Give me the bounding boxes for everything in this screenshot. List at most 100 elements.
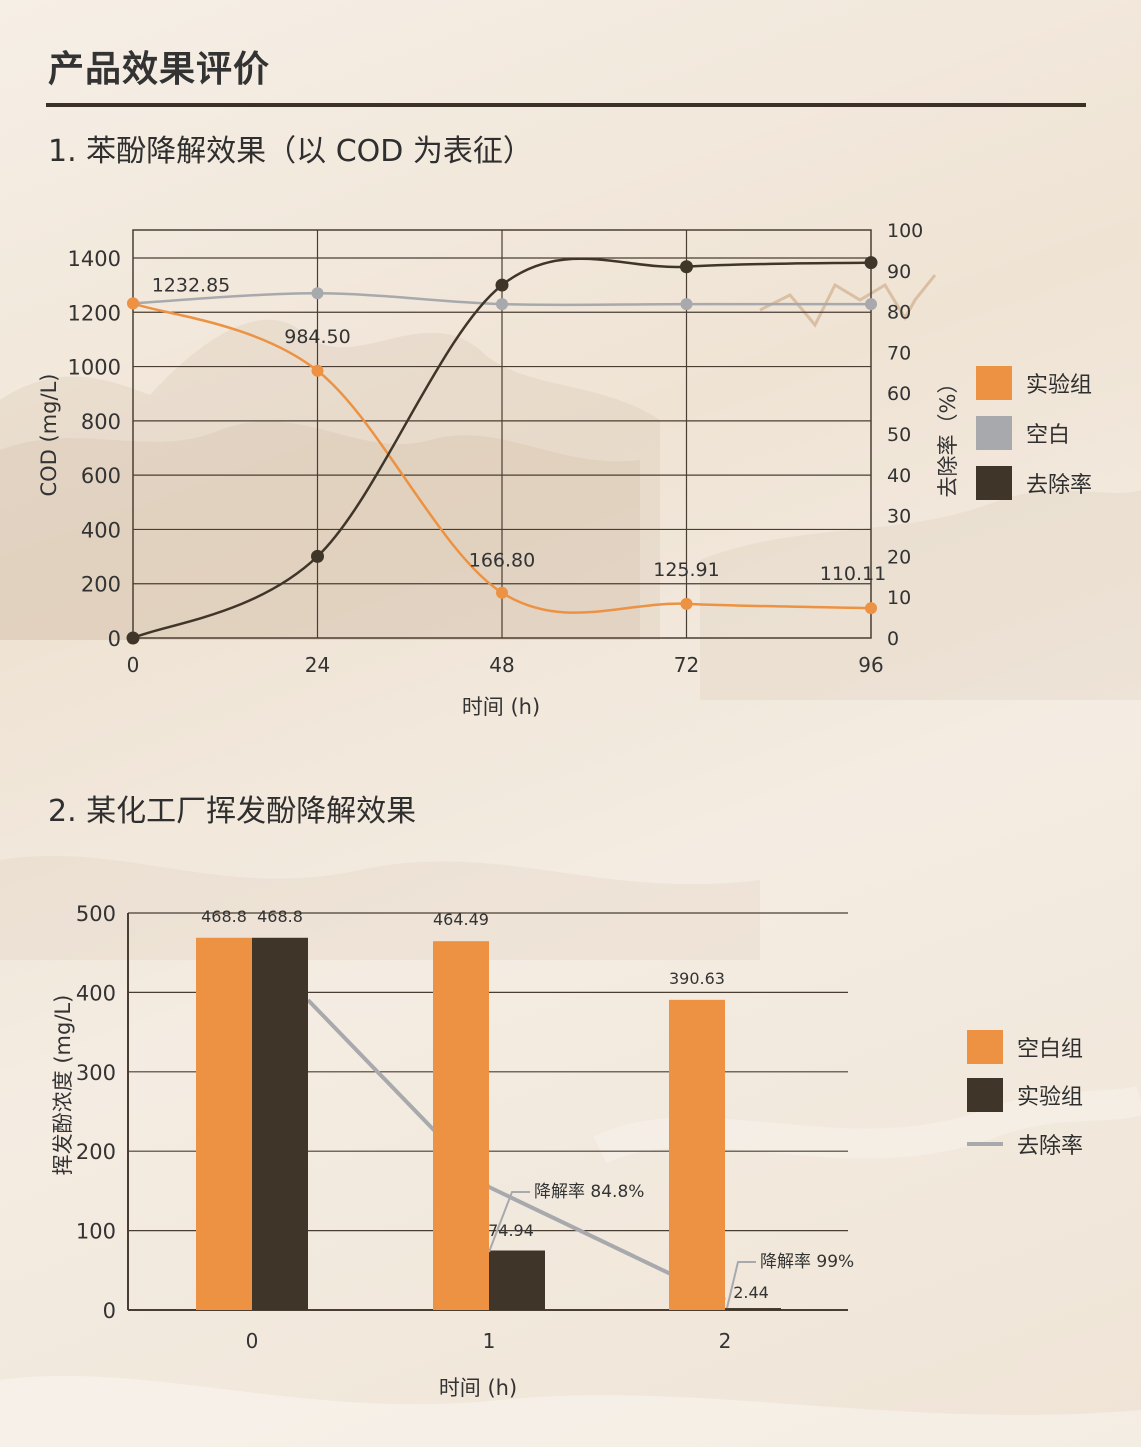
chart1-series-point-1 (311, 287, 324, 300)
chart1-y2-tick-label: 80 (887, 302, 911, 324)
chart1-series-line-2 (132, 257, 872, 640)
chart1-data-label: 166.80 (469, 550, 535, 572)
chart2-legend-item: 空白组 (967, 1030, 1083, 1064)
chart2-y-tick-label: 0 (103, 1299, 116, 1323)
chart2-legend-line (967, 1142, 1003, 1146)
chart2-bar-blank (196, 937, 252, 1310)
chart2-legend-label: 去除率 (1017, 1134, 1084, 1159)
chart2-legend-swatch-orange (967, 1030, 1003, 1064)
chart2-legend: 空白组 实验组 去除率 (967, 1030, 1127, 1160)
page-title: 产品效果评价 (48, 49, 271, 90)
chart2-legend-item: 去除率 (967, 1127, 1083, 1161)
chart2-bar-blank (669, 999, 725, 1310)
chart2-legend-label: 空白组 (1017, 1037, 1084, 1062)
chart1-series-point-0 (127, 297, 139, 310)
section2-title: 2. 某化工厂挥发酚降解效果 (48, 794, 417, 829)
chart1-data-label: 125.91 (653, 559, 719, 581)
chart2-y-tick-label: 100 (76, 1220, 116, 1244)
chart2-bar-experiment (489, 1250, 545, 1310)
chart1-series-point-2 (126, 631, 140, 645)
chart2-bar-label-experiment: 468.8 (257, 907, 303, 926)
chart1-y-tick-label: 400 (81, 518, 121, 542)
chart1-series-point-1 (680, 298, 693, 311)
chart1-legend-swatch-gray (976, 416, 1012, 450)
chart1-legend-label: 空白 (1026, 423, 1071, 448)
chart2-y-tick-label: 300 (76, 1061, 116, 1085)
chart1-y-tick-label: 1400 (68, 247, 121, 271)
chart2-x-tick-label: 1 (483, 1329, 496, 1353)
chart1-x-tick-label: 24 (305, 653, 330, 677)
chart1-legend-label: 实验组 (1026, 373, 1093, 398)
chart1-legend-item: 空白 (976, 416, 1070, 450)
chart2-legend-label: 实验组 (1017, 1085, 1084, 1110)
chart1-series-point-1 (496, 298, 508, 311)
chart1-x-tick-label: 72 (674, 653, 699, 677)
chart1-y2-tick-label: 100 (887, 220, 923, 242)
chart1-legend-label: 去除率 (1026, 473, 1093, 498)
chart1-data-label: 1232.85 (152, 274, 231, 296)
chart1-y2-tick-label: 90 (887, 261, 911, 283)
chart1-y-tick-label: 200 (81, 573, 121, 597)
chart2-bar-label-blank: 464.49 (433, 910, 489, 929)
chart1-legend-swatch-orange (976, 366, 1012, 400)
chart2-annotation-leader (726, 1261, 756, 1309)
chart1-legend-swatch-dark (976, 466, 1012, 500)
chart1-series-point-2 (495, 278, 509, 292)
chart2-x-tick-label: 2 (719, 1329, 732, 1353)
chart1-series-point-2 (864, 256, 878, 270)
chart2-ylabel: 挥发酚浓度 (mg/L) (51, 995, 75, 1176)
chart1-series-point-1 (865, 298, 877, 311)
chart1-xlabel: 时间 (h) (462, 695, 540, 719)
chart2-bar-label-blank: 468.8 (201, 907, 247, 926)
chart1-y2-tick-label: 0 (887, 628, 899, 650)
chart1-legend-item: 去除率 (976, 466, 1092, 500)
chart2-legend-item: 实验组 (967, 1078, 1083, 1112)
chart1-series-point-2 (311, 549, 324, 563)
chart2-annotation-2: 降解率 99% (760, 1252, 854, 1272)
chart2-y-tick-label: 400 (76, 981, 116, 1005)
chart2-bar-experiment (725, 1308, 781, 1311)
chart1-y-tick-label: 800 (81, 410, 121, 434)
chart2-bar-label-blank: 390.63 (669, 969, 725, 988)
chart2-bar-label-experiment: 2.44 (733, 1283, 769, 1302)
chart2-x-tick-label: 0 (246, 1329, 259, 1353)
chart1-y-tick-label: 600 (81, 464, 121, 488)
chart1-y2-tick-label: 60 (887, 383, 911, 405)
chart2-bar-blank (433, 941, 489, 1310)
chart1-y2label: 去除率（%） (936, 373, 960, 498)
chart1-ylabel: COD (mg/L) (37, 374, 61, 497)
chart1-y2-tick-label: 30 (887, 506, 911, 528)
chart1-series-point-0 (311, 364, 324, 377)
chart1-series-point-0 (496, 586, 508, 599)
title-divider (46, 103, 1086, 107)
chart1-y-tick-label: 0 (108, 627, 121, 651)
chart1-x-tick-label: 0 (127, 653, 140, 677)
section1-title: 1. 苯酚降解效果（以 COD 为表征） (48, 134, 533, 169)
chart1-series-point-2 (680, 260, 693, 274)
chart2-annotation-1: 降解率 84.8% (534, 1182, 644, 1202)
chart1-y2-tick-label: 70 (887, 342, 911, 364)
chart1-y2-tick-label: 20 (887, 546, 911, 568)
chart2-bar-experiment (252, 937, 308, 1310)
chart1-legend-item: 实验组 (976, 366, 1092, 400)
chart1-data-label: 110.11 (820, 563, 886, 585)
chart1-y-tick-label: 1000 (68, 356, 121, 380)
chart1-y2-tick-label: 40 (887, 465, 911, 487)
chart2-y-tick-label: 500 (76, 902, 116, 926)
chart2-xlabel: 时间 (h) (439, 1376, 517, 1400)
chart1-x-tick-label: 96 (858, 653, 883, 677)
chart1-legend: 实验组 空白 去除率 (976, 366, 1126, 506)
chart1-data-label: 984.50 (284, 326, 350, 348)
chart1-series-point-0 (680, 597, 693, 610)
chart2-y-tick-label: 200 (76, 1140, 116, 1164)
chart1-y2-tick-label: 50 (887, 424, 911, 446)
chart2-legend-swatch-dark (967, 1078, 1003, 1112)
chart1-series-point-0 (865, 602, 877, 615)
chart1-x-tick-label: 48 (489, 653, 514, 677)
chart2-annotation-leader (488, 1191, 530, 1253)
chart1-y-tick-label: 1200 (68, 301, 121, 325)
chart1-y2-tick-label: 10 (887, 587, 911, 609)
chart1-series-line-0 (132, 302, 872, 614)
